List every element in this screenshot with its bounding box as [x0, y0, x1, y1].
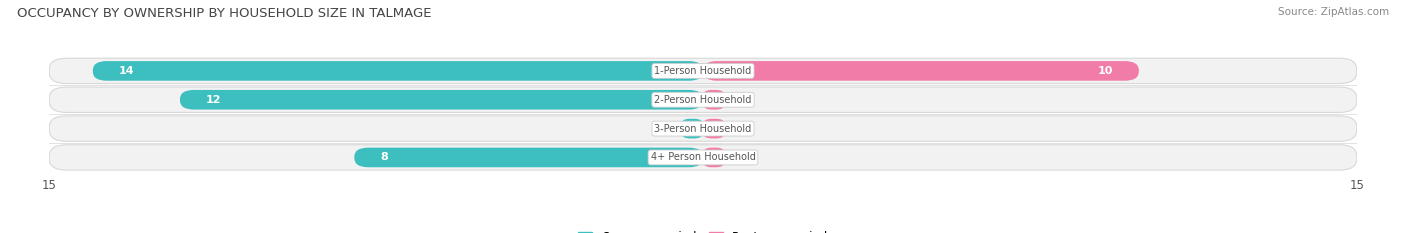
FancyBboxPatch shape: [354, 148, 703, 167]
Text: 3-Person Household: 3-Person Household: [654, 123, 752, 134]
Text: 2-Person Household: 2-Person Household: [654, 95, 752, 105]
Text: OCCUPANCY BY OWNERSHIP BY HOUSEHOLD SIZE IN TALMAGE: OCCUPANCY BY OWNERSHIP BY HOUSEHOLD SIZE…: [17, 7, 432, 20]
Text: 0: 0: [734, 152, 741, 162]
Text: 10: 10: [1097, 66, 1112, 76]
Text: Source: ZipAtlas.com: Source: ZipAtlas.com: [1278, 7, 1389, 17]
FancyBboxPatch shape: [703, 148, 725, 167]
FancyBboxPatch shape: [180, 90, 703, 110]
FancyBboxPatch shape: [49, 58, 1357, 84]
Text: 1-Person Household: 1-Person Household: [654, 66, 752, 76]
Text: 14: 14: [120, 66, 135, 76]
Text: 0: 0: [734, 95, 741, 105]
FancyBboxPatch shape: [703, 119, 725, 138]
Text: 4+ Person Household: 4+ Person Household: [651, 152, 755, 162]
Text: 12: 12: [207, 95, 222, 105]
FancyBboxPatch shape: [49, 145, 1357, 170]
FancyBboxPatch shape: [682, 119, 703, 138]
FancyBboxPatch shape: [49, 87, 1357, 113]
Legend: Owner-occupied, Renter-occupied: Owner-occupied, Renter-occupied: [578, 231, 828, 233]
Text: 0: 0: [734, 123, 741, 134]
Text: 8: 8: [381, 152, 388, 162]
FancyBboxPatch shape: [703, 90, 725, 110]
Text: 0: 0: [665, 123, 672, 134]
FancyBboxPatch shape: [93, 61, 703, 81]
FancyBboxPatch shape: [703, 61, 1139, 81]
FancyBboxPatch shape: [49, 116, 1357, 141]
